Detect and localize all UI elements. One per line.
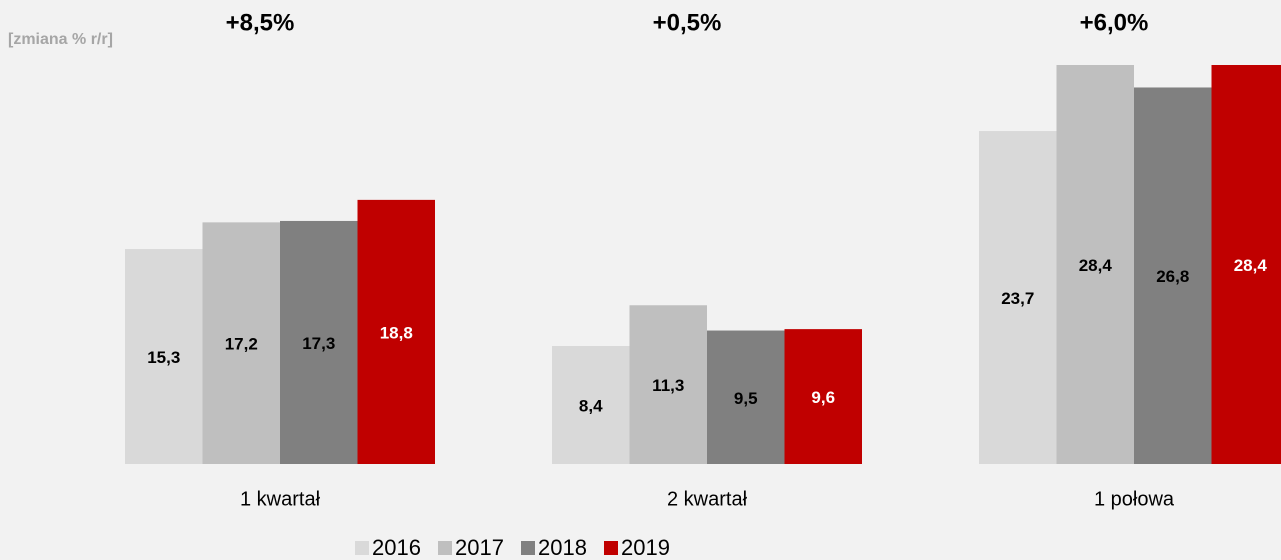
data-label: 9,5 xyxy=(734,389,758,408)
data-label: 9,6 xyxy=(811,388,835,407)
x-tick-label: 1 połowa xyxy=(1094,488,1175,510)
bar xyxy=(280,220,358,464)
legend-swatch xyxy=(521,541,535,555)
legend-label: 2016 xyxy=(372,535,421,560)
data-label: 15,3 xyxy=(147,348,180,367)
bar xyxy=(1211,65,1281,464)
bar xyxy=(1134,87,1212,464)
note: [zmiana % r/r] xyxy=(8,31,113,48)
bar xyxy=(1056,65,1134,464)
legend-label: 2019 xyxy=(621,535,670,560)
data-label: 18,8 xyxy=(380,323,413,342)
bar xyxy=(552,345,630,464)
x-tick-label: 2 kwartał xyxy=(667,488,748,510)
data-label: 28,4 xyxy=(1234,256,1268,275)
bar xyxy=(357,199,435,465)
bar xyxy=(707,330,785,464)
data-label: 28,4 xyxy=(1079,256,1113,275)
x-tick-label: 1 kwartał xyxy=(240,488,321,510)
data-label: 17,2 xyxy=(225,335,258,354)
annotation: +6,0% xyxy=(1080,9,1149,36)
data-label: 23,7 xyxy=(1001,289,1034,308)
bar xyxy=(979,131,1057,465)
bar xyxy=(629,305,707,464)
bar xyxy=(202,222,280,464)
bar xyxy=(784,329,862,464)
data-label: 17,3 xyxy=(302,334,335,353)
legend-label: 2018 xyxy=(538,535,587,560)
annotation: +8,5% xyxy=(226,9,295,36)
legend-swatch xyxy=(604,541,618,555)
legend-swatch xyxy=(355,541,369,555)
data-label: 8,4 xyxy=(579,396,603,415)
bar xyxy=(125,249,203,464)
legend-swatch xyxy=(438,541,452,555)
legend-label: 2017 xyxy=(455,535,504,560)
annotation: +0,5% xyxy=(653,9,722,36)
data-label: 11,3 xyxy=(652,376,684,395)
data-label: 26,8 xyxy=(1156,267,1189,286)
